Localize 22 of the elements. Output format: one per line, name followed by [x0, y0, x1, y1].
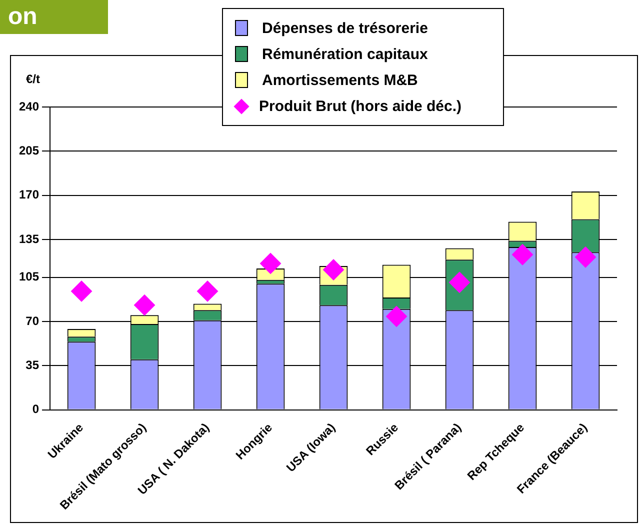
legend-label: Amortissements M&B [262, 72, 418, 88]
y-tick-label: 0 [32, 402, 40, 416]
point [134, 294, 156, 316]
y-tick-label: 240 [18, 99, 40, 114]
point [575, 246, 596, 268]
legend-label: Produit Brut (hors aide déc.) [259, 98, 462, 114]
point [386, 306, 408, 327]
legend-label: Rémunération capitaux [262, 46, 428, 62]
legend-label: Dépenses de trésorerie [262, 20, 428, 36]
y-tick-label: 70 [26, 314, 40, 328]
y-tick-label: 105 [18, 270, 40, 284]
y-tick-label: 35 [26, 358, 40, 372]
point [197, 280, 218, 302]
y-tick-label: 135 [18, 232, 40, 246]
y-tick-label: 170 [18, 188, 40, 202]
point [260, 252, 282, 274]
y-axis-title: €/t [26, 72, 40, 86]
point [512, 244, 534, 266]
point [71, 280, 92, 302]
point [323, 259, 344, 280]
y-tick-label: 205 [18, 143, 40, 158]
header-tab: on [0, 0, 108, 34]
